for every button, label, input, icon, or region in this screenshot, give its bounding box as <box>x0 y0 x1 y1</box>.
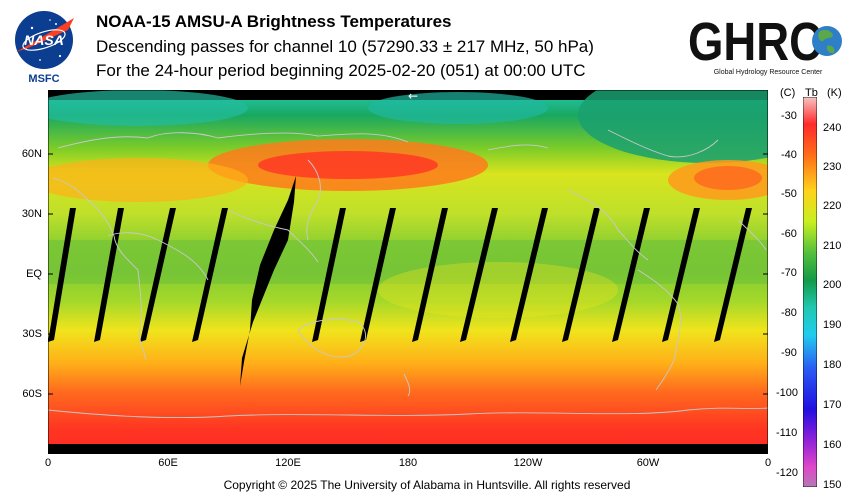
ghrc-subtitle: Global Hydrology Resource Center <box>714 69 823 76</box>
temperature-colorbar <box>803 97 817 487</box>
lat-label-eq: EQ <box>26 268 42 280</box>
map-frame-ticks <box>48 153 768 454</box>
lon-label-180: 180 <box>398 457 418 469</box>
coastlines <box>48 129 768 419</box>
figure-header: NOAA-15 AMSU-A Brightness Temperatures D… <box>96 10 594 84</box>
colorbar-tick-c: -60 <box>781 228 797 240</box>
lon-label-60w: 60W <box>636 457 660 469</box>
colorbar-tick-c: -90 <box>781 347 797 359</box>
colorbar-tick-c: -80 <box>781 307 797 319</box>
colorbar-tick-k: 190 <box>823 319 842 331</box>
colorbar-tick-k: 220 <box>823 200 842 212</box>
colorbar-tick-c: -70 <box>781 267 797 279</box>
colorbar-tick-k: 200 <box>823 279 842 291</box>
lon-label-0-east: 0 <box>764 457 772 469</box>
ghrc-wordmark: GHRC <box>688 12 822 72</box>
colorbar-tick-k: 210 <box>823 240 842 252</box>
nasa-wordmark: NASA <box>24 32 64 48</box>
figure-title: NOAA-15 AMSU-A Brightness Temperatures <box>96 12 452 31</box>
colorbar-tick-k: 170 <box>823 399 842 411</box>
brightness-temperature-map: ← <box>48 90 768 454</box>
figure-subtitle-channel: Descending passes for channel 10 (57290.… <box>96 36 594 56</box>
arrow-left-icon: ← <box>408 90 418 103</box>
colorbar-tick-k: 180 <box>823 359 842 371</box>
colorbar-tick-c: -100 <box>776 387 799 399</box>
cold-region-north <box>578 90 768 163</box>
ghrc-logo: GHRC Global Hydrology Resource Center <box>688 12 842 76</box>
colorbar-tick-c: -110 <box>776 427 798 439</box>
lat-label-30s: 30S <box>22 328 42 340</box>
colorbar-tick-c: -120 <box>776 467 799 479</box>
figure-subtitle-period: For the 24-hour period beginning 2025-02… <box>96 61 586 80</box>
colorbar-tick-k: 150 <box>823 479 842 491</box>
colorbar-tick-c: -30 <box>781 110 797 122</box>
lat-label-60n: 60N <box>21 148 42 160</box>
colorbar-tick-c: -50 <box>781 188 797 200</box>
lon-label-0-west: 0 <box>44 457 52 469</box>
lon-label-60e: 60E <box>158 457 178 469</box>
copyright-notice: Copyright © 2025 The University of Alaba… <box>223 478 631 492</box>
colorbar-kelvin-header: (K) <box>827 87 842 99</box>
lon-label-120e: 120E <box>275 457 301 469</box>
colorbar-celsius-header: (C) <box>780 87 796 99</box>
nasa-logo: NASA MSFC <box>15 11 74 85</box>
colorbar-tick-k: 240 <box>823 122 842 134</box>
colorbar-tick-c: -40 <box>781 149 797 161</box>
lon-label-120w: 120W <box>513 457 543 469</box>
orbit-gaps <box>48 176 752 386</box>
colorbar-tb-header: Tb <box>805 87 818 99</box>
colorbar-tick-k: 160 <box>823 439 842 451</box>
msfc-label: MSFC <box>28 73 59 85</box>
colorbar-tick-k: 230 <box>823 161 842 173</box>
lat-label-30n: 30N <box>21 208 42 220</box>
lat-label-60s: 60S <box>22 388 42 400</box>
